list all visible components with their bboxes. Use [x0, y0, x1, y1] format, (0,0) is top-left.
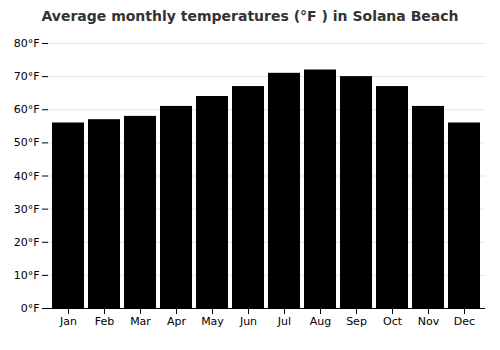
- svg-text:Dec: Dec: [454, 315, 475, 328]
- html-text:Average monthly temperatures (: Average monthly temperatures (°F ) in So…: [41, 8, 459, 24]
- svg-text:Jun: Jun: [239, 315, 257, 328]
- svg-text:70°F: 70°F: [14, 70, 40, 83]
- svg-text:Sep: Sep: [346, 315, 367, 328]
- svg-text:10°F: 10°F: [14, 269, 40, 282]
- svg-text:Aug: Aug: [310, 315, 331, 328]
- svg-text:20°F: 20°F: [14, 236, 40, 249]
- svg-text:Mar: Mar: [130, 315, 151, 328]
- svg-text:0°F: 0°F: [21, 302, 40, 315]
- svg-text:Oct: Oct: [383, 315, 403, 328]
- svg-text:50°F: 50°F: [14, 136, 40, 149]
- svg-text:60°F: 60°F: [14, 103, 40, 116]
- svg-text:30°F: 30°F: [14, 203, 40, 216]
- svg-text:Jul: Jul: [277, 315, 291, 328]
- svg-text:May: May: [201, 315, 224, 328]
- svg-text:80°F: 80°F: [14, 37, 40, 50]
- svg-text:Nov: Nov: [418, 315, 440, 328]
- svg-text:Feb: Feb: [95, 315, 114, 328]
- svg-text:40°F: 40°F: [14, 170, 40, 183]
- svg-text:Jan: Jan: [59, 315, 77, 328]
- svg-text:Apr: Apr: [167, 315, 187, 328]
